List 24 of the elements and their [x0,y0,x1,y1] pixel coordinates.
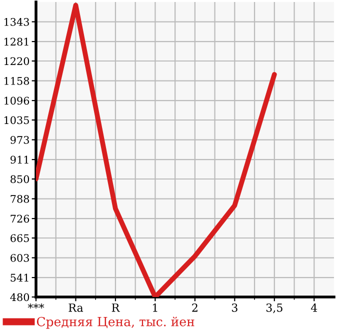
y-tick-label: 1220 [4,57,30,66]
y-tick-label: 726 [10,214,30,223]
y-tick-label: 665 [10,234,29,242]
y-tick-label: 1096 [4,96,30,105]
legend-label: Средняя Цена, тыс. йен [36,316,194,329]
y-tick-label: 603 [10,254,29,262]
x-tick-label: 2 [192,303,198,312]
y-tick-label: 911 [10,156,28,164]
x-tick-label: Ra [68,304,84,312]
y-tick-label: 1035 [4,116,29,124]
y-tick-label: 541 [10,274,28,282]
y-tick-label: 973 [10,136,29,144]
x-tick-label: R [112,304,120,312]
y-tick-label: 1158 [4,77,30,85]
x-tick-label: 3,5 [266,303,282,314]
y-tick-label: 850 [10,175,30,184]
x-tick-label: *** [28,303,44,308]
x-tick-label: 4 [310,303,318,312]
y-tick-label: 788 [10,195,30,203]
y-tick-label: 1343 [4,18,29,26]
y-tick-label: 480 [10,293,30,302]
x-tick-label: 3 [232,303,238,312]
x-tick-label: 1 [153,303,158,312]
y-tick-label: 1281 [4,38,28,46]
